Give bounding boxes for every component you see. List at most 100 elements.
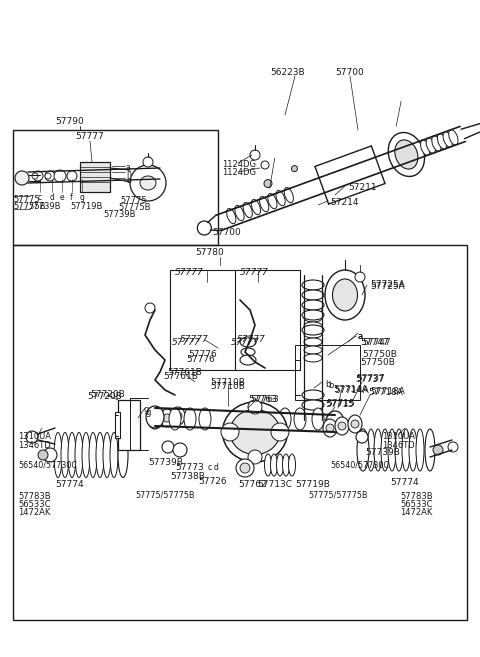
Text: 57775/57775B: 57775/57775B (308, 490, 368, 499)
Ellipse shape (312, 408, 324, 430)
Circle shape (338, 422, 346, 430)
Ellipse shape (241, 348, 255, 356)
Ellipse shape (367, 429, 375, 471)
Bar (55, 430, 123, 480)
Bar (295, 345, 360, 400)
Ellipse shape (271, 454, 277, 476)
Ellipse shape (140, 176, 156, 190)
Text: g: g (146, 408, 151, 417)
Ellipse shape (96, 432, 104, 478)
Ellipse shape (388, 429, 396, 471)
Text: b: b (325, 380, 330, 389)
Text: 1310UA: 1310UA (18, 432, 51, 441)
Text: 56540/57730C: 56540/57730C (18, 460, 77, 469)
Ellipse shape (75, 432, 83, 478)
Ellipse shape (357, 429, 369, 471)
Circle shape (433, 445, 443, 455)
Text: c: c (38, 193, 42, 202)
Text: 57775/57775B: 57775/57775B (135, 490, 194, 499)
Text: 57777: 57777 (180, 335, 209, 344)
Ellipse shape (288, 454, 296, 476)
Ellipse shape (184, 408, 196, 430)
Ellipse shape (276, 454, 284, 476)
Ellipse shape (304, 314, 322, 322)
Text: 57714A: 57714A (334, 386, 369, 395)
Circle shape (151, 416, 159, 424)
Bar (115, 412, 120, 438)
Ellipse shape (449, 129, 458, 145)
Text: 57762: 57762 (238, 480, 266, 489)
Ellipse shape (302, 325, 324, 335)
Ellipse shape (304, 330, 322, 338)
Text: 57719B: 57719B (295, 480, 330, 489)
Text: 56533C: 56533C (18, 500, 50, 509)
Ellipse shape (402, 429, 410, 471)
Text: 56540/57730C: 56540/57730C (330, 460, 389, 469)
Ellipse shape (302, 390, 324, 400)
Text: 57737: 57737 (356, 374, 385, 383)
Text: 57783B: 57783B (400, 492, 432, 501)
Ellipse shape (302, 300, 324, 310)
Text: g: g (80, 193, 85, 202)
Ellipse shape (103, 432, 111, 478)
Circle shape (163, 414, 171, 422)
Text: 57750B: 57750B (360, 358, 395, 367)
Text: 57761B: 57761B (163, 372, 198, 381)
Text: 57774: 57774 (390, 478, 419, 487)
Bar (80, 162, 110, 192)
Text: 57776: 57776 (188, 350, 217, 359)
Ellipse shape (356, 431, 368, 443)
Circle shape (32, 173, 38, 179)
Circle shape (143, 157, 153, 167)
Ellipse shape (199, 408, 211, 430)
Ellipse shape (304, 322, 322, 330)
Circle shape (38, 450, 48, 460)
Circle shape (326, 424, 334, 432)
Ellipse shape (335, 417, 349, 435)
Text: 57714A: 57714A (333, 385, 368, 394)
Ellipse shape (304, 338, 322, 346)
Ellipse shape (302, 280, 324, 290)
Text: 57718A: 57718A (370, 387, 405, 396)
Text: 57715: 57715 (326, 399, 355, 408)
Ellipse shape (162, 441, 174, 453)
Text: 1346TD: 1346TD (18, 441, 51, 450)
Circle shape (54, 170, 66, 182)
Text: 57739B: 57739B (365, 448, 400, 457)
Text: 57214: 57214 (330, 198, 359, 207)
Text: 57719B: 57719B (70, 202, 102, 211)
Text: 57739B: 57739B (28, 202, 60, 211)
Ellipse shape (146, 406, 164, 428)
Text: 57725A: 57725A (370, 280, 405, 289)
Ellipse shape (160, 409, 174, 427)
Circle shape (145, 303, 155, 313)
Text: 56223B: 56223B (270, 68, 305, 77)
Ellipse shape (227, 208, 236, 224)
Ellipse shape (420, 140, 430, 155)
Text: 57761B: 57761B (167, 368, 202, 377)
Text: 57777: 57777 (231, 338, 260, 347)
Ellipse shape (248, 450, 262, 464)
Text: 1124DG: 1124DG (222, 168, 256, 177)
Ellipse shape (276, 191, 285, 206)
Ellipse shape (304, 306, 322, 314)
Ellipse shape (348, 415, 362, 433)
Ellipse shape (171, 407, 185, 425)
Text: 57775B: 57775B (13, 202, 46, 211)
Ellipse shape (333, 279, 358, 311)
Ellipse shape (252, 200, 261, 215)
Circle shape (240, 463, 250, 473)
Ellipse shape (381, 429, 389, 471)
Ellipse shape (409, 429, 417, 471)
Ellipse shape (148, 411, 162, 429)
Text: 57777: 57777 (240, 268, 269, 277)
Text: 57726: 57726 (198, 477, 227, 486)
Ellipse shape (323, 419, 337, 437)
Text: d: d (50, 193, 55, 202)
Text: 57713C: 57713C (257, 480, 292, 489)
Text: 57737: 57737 (355, 375, 384, 384)
Ellipse shape (374, 429, 382, 471)
Circle shape (448, 442, 458, 452)
Circle shape (291, 166, 298, 171)
Text: 57720B: 57720B (90, 390, 125, 399)
